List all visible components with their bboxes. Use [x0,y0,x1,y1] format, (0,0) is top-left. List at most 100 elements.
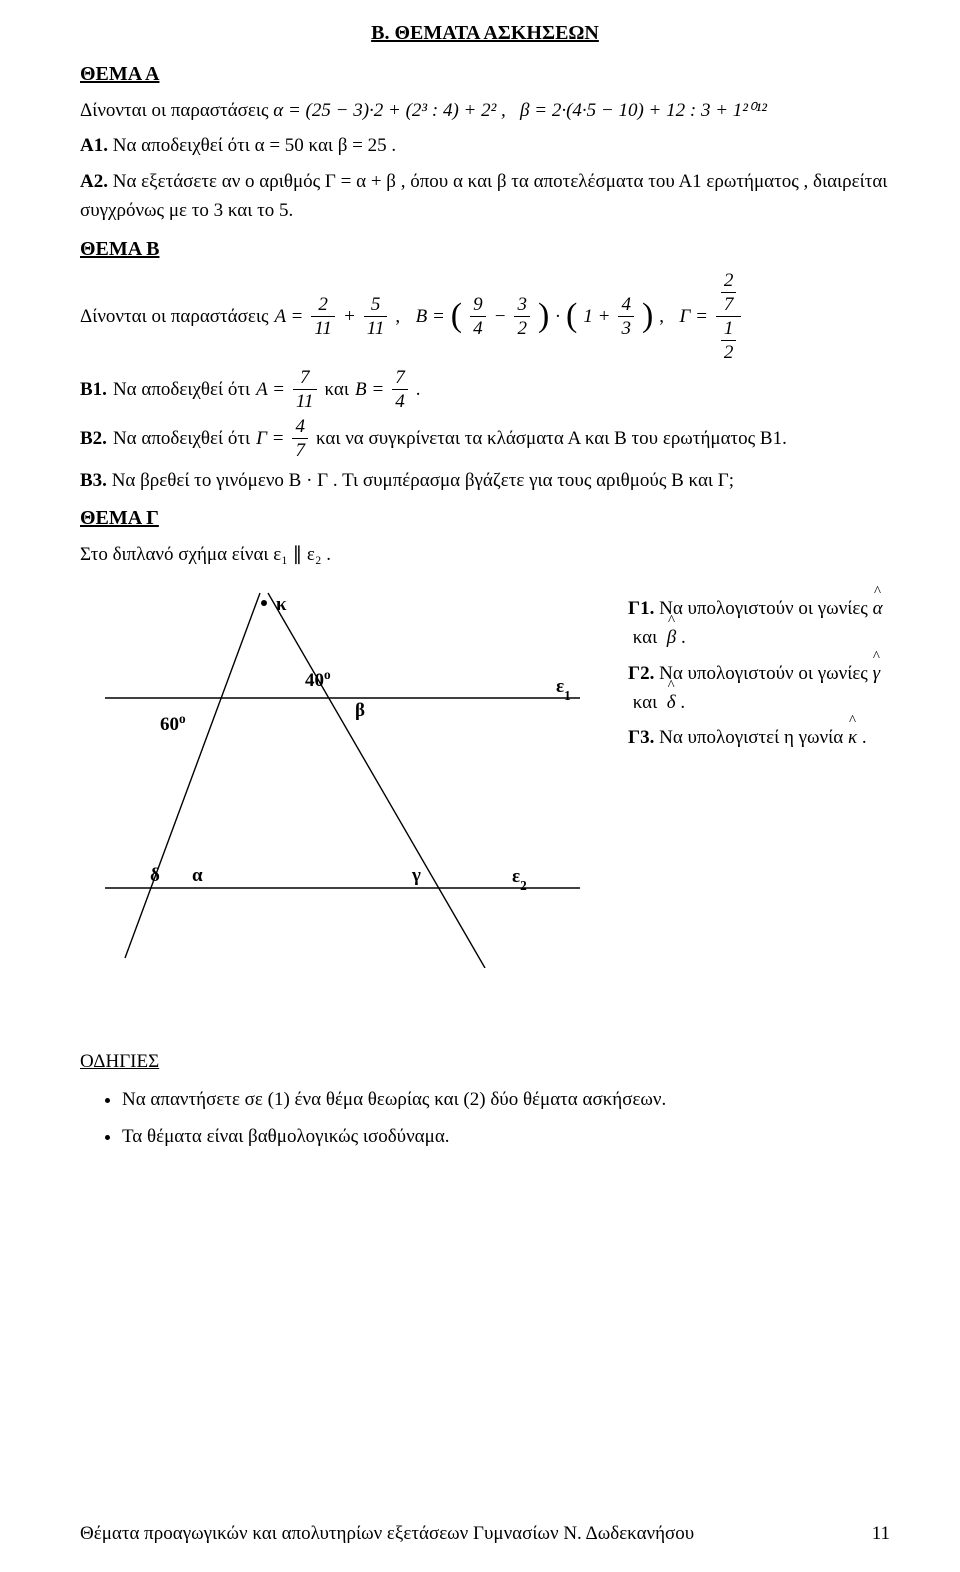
expr-B-lhs: Β = [416,302,445,331]
frac: 2 7 [721,271,737,314]
figure-and-questions: κ40o60oβε1δαγε2 Γ1. Να υπολογιστούν οι γ… [80,578,890,977]
q-label: Γ1. [628,598,654,619]
paren: ) [642,290,653,343]
den: 7 [721,292,737,314]
comma: , [395,302,409,331]
section-title: Β. ΘΕΜΑΤΑ ΑΣΚΗΣΕΩΝ [80,18,890,49]
text: και [325,375,349,404]
page-footer: Θέματα προαγωγικών και απολυτηρίων εξετά… [80,1519,890,1548]
period: . [416,375,421,404]
comma: , [659,302,673,331]
text: Να υπολογιστεί η γωνία [659,727,843,748]
G-eq: Γ = [256,424,284,453]
q-g1: Γ1. Να υπολογιστούν οι γωνίες α και β . [628,594,890,653]
page: Β. ΘΕΜΑΤΑ ΑΣΚΗΣΕΩΝ ΘΕΜΑ Α Δίνονται οι πα… [0,0,960,1572]
text: και [633,692,657,713]
num: 7 [392,368,408,389]
q-b3: Β3. Να βρεθεί το γινόμενο Β · Γ . Τι συμ… [80,466,890,495]
frac: 7 11 [293,368,317,411]
q-b2: Β2. Να αποδειχθεί ότι Γ = 4 7 και να συγ… [80,417,890,460]
num: 4 [292,417,308,438]
expr-alpha: α = (25 − 3)·2 + (2³ : 4) + 2² , [273,100,506,121]
den: 2 [721,340,737,362]
frac: 4 3 [618,295,634,338]
expr-A-lhs: Α = [275,302,304,331]
den: 11 [364,316,388,338]
angle-kappa: κ [848,723,857,752]
q-label: Β1. [80,375,107,404]
thema-b-heading: ΘΕΜΑ Β [80,234,890,265]
list-item: Τα θέματα είναι βαθμολογικώς ισοδύναμα. [122,1122,890,1151]
svg-text:60o: 60o [160,710,186,735]
odigies-list: Να απαντήσετε σε (1) ένα θέμα θεωρίας κα… [80,1085,890,1152]
paren: ) [538,290,549,343]
text: Να υπολογιστούν οι γωνίες [659,663,868,684]
svg-text:β: β [355,700,365,721]
text: και [633,627,657,648]
geometry-figure: κ40o60oβε1δαγε2 [80,578,600,977]
q-text: Να αποδειχθεί ότι α = 50 και β = 25 . [113,135,396,156]
expr-beta: β = 2·(4·5 − 10) + 12 : 3 + 1²⁰¹² [520,100,767,121]
den: 4 [392,389,408,411]
frac: 7 4 [392,368,408,411]
list-item: Να απαντήσετε σε (1) ένα θέμα θεωρίας κα… [122,1085,890,1114]
den: 1 2 [716,316,742,362]
compound-frac: 2 7 1 2 [716,271,742,362]
geometry-svg: κ40o60oβε1δαγε2 [80,578,600,968]
angle-delta: δ [667,688,676,717]
svg-text:δ: δ [150,865,160,886]
svg-text:α: α [192,865,203,886]
num: 2 [721,271,737,292]
thema-g-questions: Γ1. Να υπολογιστούν οι γωνίες α και β . … [628,578,890,759]
q-label: Β2. [80,424,107,453]
q-a2: Α2. Να εξετάσετε αν ο αριθμός Γ = α + β … [80,167,890,226]
dot: · [555,302,560,331]
num: 4 [618,295,634,316]
frac: 9 4 [470,295,486,338]
plus: + [343,302,356,331]
angle-gamma: γ [873,659,881,688]
q-label: Γ2. [628,663,654,684]
text: Δίνονται οι παραστάσεις [80,302,269,331]
q-a1: Α1. Να αποδειχθεί ότι α = 50 και β = 25 … [80,131,890,160]
one: 1 + [583,302,610,331]
q-g2: Γ2. Να υπολογιστούν οι γωνίες γ και δ . [628,659,890,718]
frac: 4 7 [292,417,308,460]
den: 3 [618,316,634,338]
q-label: Γ3. [628,727,654,748]
den: 4 [470,316,486,338]
thema-g-heading: ΘΕΜΑ Γ [80,503,890,534]
svg-text:κ: κ [276,594,287,615]
num: 3 [514,295,530,316]
num: 9 [470,295,486,316]
page-number: 11 [872,1519,890,1548]
thema-a-heading: ΘΕΜΑ Α [80,59,890,90]
den: 2 [514,316,530,338]
minus: − [494,302,507,331]
thema-b-given: Δίνονται οι παραστάσεις Α = 2 11 + 5 11 … [80,271,890,362]
A-eq: Α = [256,375,285,404]
q-label: Α1. [80,135,108,156]
paren: ( [451,290,462,343]
frac: 3 2 [514,295,530,338]
thema-a-given: Δίνονται οι παραστάσεις α = (25 − 3)·2 +… [80,96,890,125]
text: Να αποδειχθεί ότι [113,375,250,404]
q-g3: Γ3. Να υπολογιστεί η γωνία κ . [628,723,890,752]
q-b1: Β1. Να αποδειχθεί ότι Α = 7 11 και Β = 7… [80,368,890,411]
angle-beta: β [667,623,676,652]
den: 7 [292,438,308,460]
num: 1 [721,319,737,340]
angle-alpha: α [873,594,883,623]
num: 5 [364,295,388,316]
svg-text:40o: 40o [305,666,331,691]
odigies-heading: ΟΔΗΓΙΕΣ [80,1047,890,1076]
q-label: Β3. [80,470,107,491]
footer-text: Θέματα προαγωγικών και απολυτηρίων εξετά… [80,1519,694,1548]
thema-g-intro: Στο διπλανό σχήμα είναι ε₁ ∥ ε₂ . [80,540,890,569]
text: Δίνονται οι παραστάσεις [80,100,269,121]
num: 7 [293,368,317,389]
text: και να συγκρίνεται τα κλάσματα Α και Β τ… [316,424,787,453]
q-text: Να βρεθεί το γινόμενο Β · Γ . Τι συμπέρα… [112,470,734,491]
svg-text:γ: γ [411,865,421,886]
expr-G-lhs: Γ = [680,302,708,331]
